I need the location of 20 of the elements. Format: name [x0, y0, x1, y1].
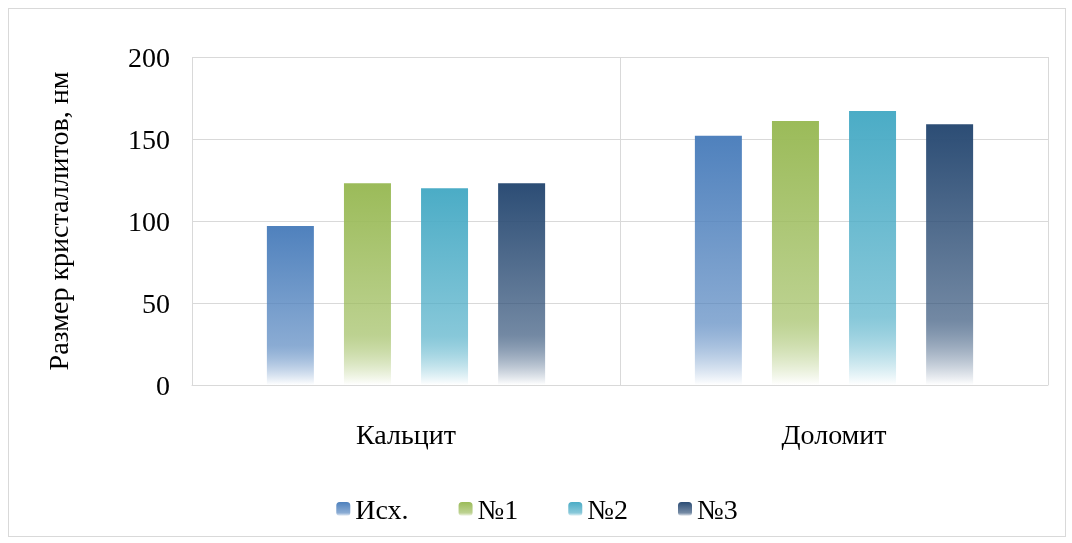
bar — [771, 120, 819, 385]
y-tick-label: 150 — [128, 123, 170, 155]
legend-label: №1 — [477, 493, 519, 525]
bar — [343, 183, 391, 385]
legend-label: №3 — [697, 493, 738, 525]
bar — [694, 135, 742, 385]
legend-label: Исх. — [355, 493, 409, 525]
x-tick-label: Доломит — [781, 418, 887, 450]
bar — [849, 111, 897, 385]
x-tick-label: Кальцит — [356, 418, 456, 450]
y-tick-label: 200 — [128, 41, 170, 73]
y-tick-label: 100 — [128, 205, 170, 237]
bar — [266, 225, 314, 385]
bar — [498, 183, 546, 385]
y-tick-label: 0 — [156, 369, 170, 401]
bar — [926, 124, 974, 385]
y-axis-title: Размер кристаллитов, нм — [42, 71, 74, 371]
y-tick-label: 50 — [142, 287, 170, 319]
legend-label: №2 — [587, 493, 628, 525]
bar — [421, 188, 469, 385]
